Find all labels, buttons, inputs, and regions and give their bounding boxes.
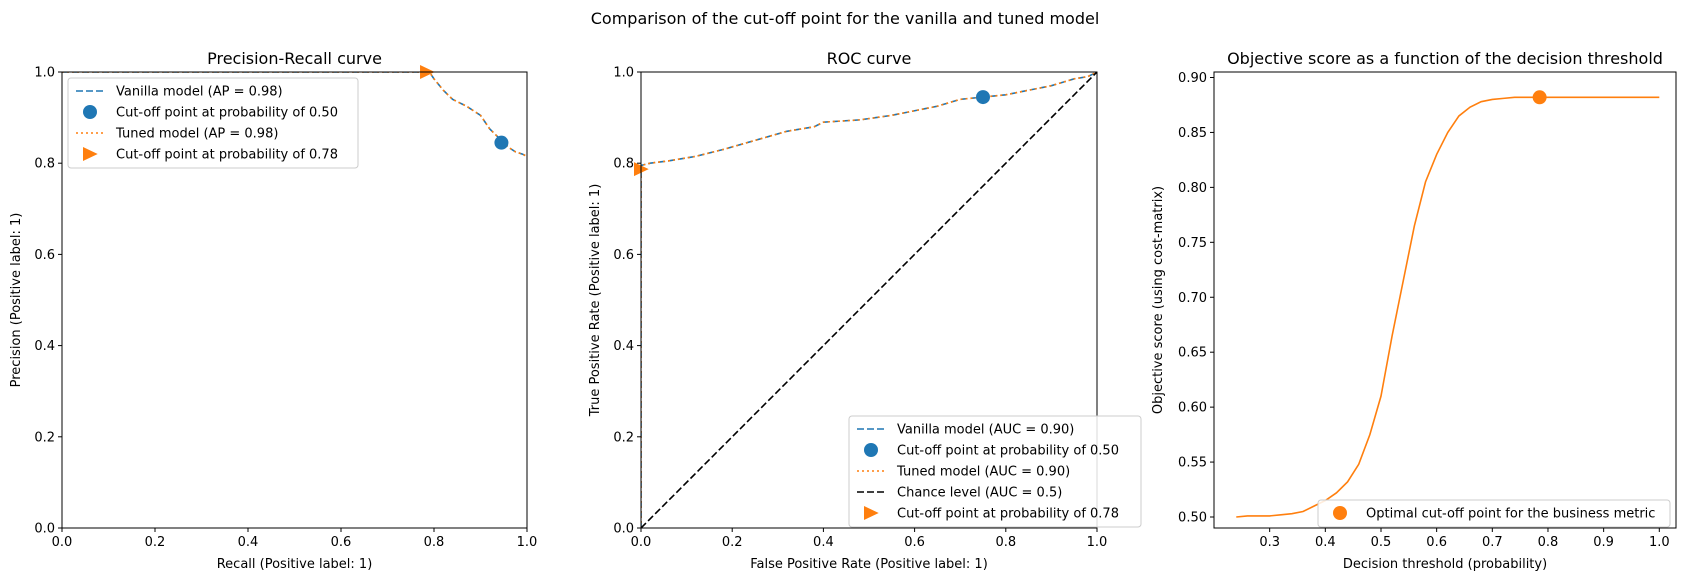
legend-label: Cut-off point at probability of 0.50 — [897, 444, 1119, 459]
x-tick-label: 0.6 — [1426, 535, 1447, 550]
x-tick-label: 1.0 — [517, 535, 538, 550]
legend-label: Chance level (AUC = 0.5) — [897, 486, 1062, 501]
y-tick-label: 0.6 — [613, 248, 634, 263]
x-tick-label: 1.0 — [1087, 535, 1108, 550]
x-tick-label: 0.8 — [995, 535, 1016, 550]
x-tick-label: 0.6 — [331, 535, 352, 550]
x-tick-label: 0.4 — [1315, 535, 1336, 550]
y-tick-label: 0.85 — [1178, 126, 1207, 141]
objective-score-panel: Objective score as a function of the dec… — [1151, 49, 1677, 572]
axes-frame — [1213, 71, 1677, 529]
y-tick-label: 0.50 — [1178, 511, 1207, 526]
y-axis-label: Objective score (using cost-matrix) — [1151, 186, 1166, 414]
legend: Vanilla model (AUC = 0.90) Cut-off point … — [848, 415, 1142, 528]
y-tick-label: 1.0 — [34, 66, 55, 81]
x-tick-label: 0.4 — [238, 535, 259, 550]
x-tick-label: 0.5 — [1371, 535, 1392, 550]
legend-box — [848, 415, 1142, 528]
cutoff-point-circle-marker — [1532, 90, 1547, 105]
y-tick-label: 0.70 — [1178, 291, 1207, 306]
legend-label: Vanilla model (AP = 0.98) — [116, 85, 283, 100]
x-tick-label: 0.4 — [813, 535, 834, 550]
series-line-0 — [1236, 96, 1660, 518]
y-tick-label: 0.65 — [1178, 346, 1207, 361]
y-tick-label: 0.75 — [1178, 236, 1207, 251]
y-axis-label: True Positive Rate (Positive label: 1) — [588, 184, 603, 418]
x-tick-label: 0.0 — [631, 535, 652, 550]
y-tick-label: 0.90 — [1178, 71, 1207, 86]
x-tick-label: 0.8 — [424, 535, 445, 550]
axes-title: Precision-Recall curve — [207, 49, 382, 68]
series-line-1 — [62, 72, 527, 158]
legend-box — [67, 77, 359, 169]
y-tick-label: 0.55 — [1178, 456, 1207, 471]
legend-triangle-handle — [864, 506, 879, 520]
x-tick-label: 0.6 — [904, 535, 925, 550]
legend-label: Cut-off point at probability of 0.78 — [116, 148, 338, 163]
y-tick-label: 0.4 — [613, 339, 634, 354]
y-tick-label: 0.2 — [613, 430, 634, 445]
series-line-1 — [641, 72, 1097, 528]
x-tick-label: 0.7 — [1482, 535, 1503, 550]
y-tick-label: 0.0 — [613, 522, 634, 537]
axes-frame — [640, 71, 1098, 529]
axes-title: ROC curve — [827, 49, 912, 68]
y-tick-label: 0.8 — [613, 157, 634, 172]
legend-triangle-handle — [83, 147, 98, 161]
roc-panel: ROC curve 0.0 0.2 0.4 0.6 0.8 1.0 0.0 0.2 0.4 0.6 0… — [588, 49, 1142, 572]
x-axis-label: False Positive Rate (Positive label: 1) — [750, 557, 988, 572]
y-tick-label: 0.0 — [34, 522, 55, 537]
legend-circle-handle — [83, 105, 97, 119]
legend-box — [1317, 499, 1671, 528]
legend-label: Tuned model (AUC = 0.90) — [896, 465, 1070, 480]
series-line-2 — [641, 72, 1097, 528]
legend-label: Cut-off point at probability of 0.50 — [116, 106, 338, 121]
y-tick-label: 0.6 — [34, 248, 55, 263]
y-tick-label: 0.8 — [34, 157, 55, 172]
legend-circle-handle — [864, 443, 878, 457]
axes-frame — [61, 71, 528, 529]
legend-circle-handle — [1333, 506, 1347, 520]
legend-label: Optimal cut-off point for the business m… — [1366, 507, 1655, 522]
precision-recall-panel: Precision-Recall curve 0.0 0.2 0.4 0.6 0.8 1.0… — [9, 49, 537, 572]
figure-title: Comparison of the cut-off point for the … — [591, 9, 1100, 28]
legend-label: Tuned model (AP = 0.98) — [115, 127, 278, 142]
legend: Optimal cut-off point for the business m… — [1317, 499, 1671, 528]
y-tick-label: 0.2 — [34, 430, 55, 445]
x-tick-label: 0.8 — [1538, 535, 1559, 550]
y-tick-label: 0.4 — [34, 339, 55, 354]
cutoff-point-circle-marker — [494, 135, 509, 150]
legend: Vanilla model (AP = 0.98) Cut-off point a… — [67, 77, 359, 169]
x-tick-label: 0.2 — [722, 535, 743, 550]
x-axis-label: Recall (Positive label: 1) — [217, 557, 373, 572]
y-tick-label: 0.80 — [1178, 181, 1207, 196]
x-tick-label: 0.3 — [1259, 535, 1280, 550]
y-tick-label: 0.60 — [1178, 401, 1207, 416]
legend-label: Cut-off point at probability of 0.78 — [897, 507, 1119, 522]
cutoff-point-circle-marker — [976, 90, 990, 105]
y-tick-label: 1.0 — [613, 66, 634, 81]
axes-title: Objective score as a function of the dec… — [1227, 49, 1663, 68]
x-tick-label: 0.9 — [1593, 535, 1614, 550]
x-axis-label: Decision threshold (probability) — [1343, 557, 1547, 572]
y-axis-label: Precision (Positive label: 1) — [9, 213, 24, 388]
x-tick-label: 0.2 — [145, 535, 166, 550]
legend-label: Vanilla model (AUC = 0.90) — [897, 423, 1074, 438]
x-tick-label: 1.0 — [1649, 535, 1670, 550]
x-tick-label: 0.0 — [52, 535, 73, 550]
